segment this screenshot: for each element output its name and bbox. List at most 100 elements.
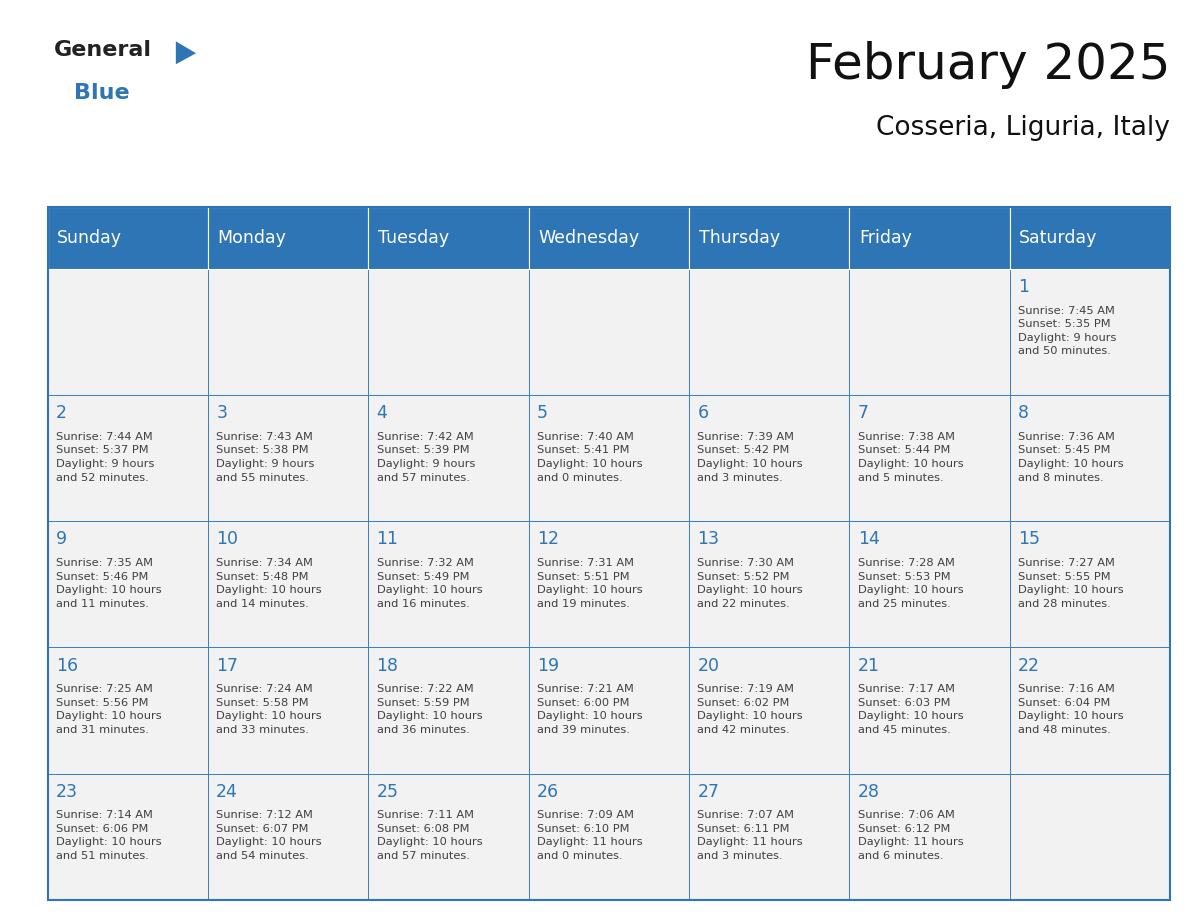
Text: 3: 3 [216,404,227,422]
Text: Sunrise: 7:39 AM
Sunset: 5:42 PM
Daylight: 10 hours
and 3 minutes.: Sunrise: 7:39 AM Sunset: 5:42 PM Dayligh… [697,431,803,483]
Text: 28: 28 [858,783,880,800]
Text: Sunrise: 7:34 AM
Sunset: 5:48 PM
Daylight: 10 hours
and 14 minutes.: Sunrise: 7:34 AM Sunset: 5:48 PM Dayligh… [216,558,322,609]
Text: Sunrise: 7:32 AM
Sunset: 5:49 PM
Daylight: 10 hours
and 16 minutes.: Sunrise: 7:32 AM Sunset: 5:49 PM Dayligh… [377,558,482,609]
Bar [849,774,1010,900]
Text: 17: 17 [216,656,239,675]
Text: 15: 15 [1018,531,1041,548]
Text: 26: 26 [537,783,560,800]
Bar [208,647,368,774]
Text: Sunrise: 7:45 AM
Sunset: 5:35 PM
Daylight: 9 hours
and 50 minutes.: Sunrise: 7:45 AM Sunset: 5:35 PM Dayligh… [1018,306,1117,356]
Bar [1010,207,1170,269]
Text: 7: 7 [858,404,868,422]
Text: Thursday: Thursday [699,229,779,247]
Text: 1: 1 [1018,278,1029,297]
Text: Sunrise: 7:31 AM
Sunset: 5:51 PM
Daylight: 10 hours
and 19 minutes.: Sunrise: 7:31 AM Sunset: 5:51 PM Dayligh… [537,558,643,609]
Text: 16: 16 [56,656,78,675]
Text: 24: 24 [216,783,238,800]
Text: Sunrise: 7:43 AM
Sunset: 5:38 PM
Daylight: 9 hours
and 55 minutes.: Sunrise: 7:43 AM Sunset: 5:38 PM Dayligh… [216,431,315,483]
Text: 8: 8 [1018,404,1029,422]
Bar [529,269,689,395]
Text: Sunrise: 7:30 AM
Sunset: 5:52 PM
Daylight: 10 hours
and 22 minutes.: Sunrise: 7:30 AM Sunset: 5:52 PM Dayligh… [697,558,803,609]
Text: 6: 6 [697,404,708,422]
Text: 22: 22 [1018,656,1041,675]
Text: 20: 20 [697,656,720,675]
Text: Cosseria, Liguria, Italy: Cosseria, Liguria, Italy [877,115,1170,140]
Text: Tuesday: Tuesday [378,229,449,247]
Text: Sunrise: 7:35 AM
Sunset: 5:46 PM
Daylight: 10 hours
and 11 minutes.: Sunrise: 7:35 AM Sunset: 5:46 PM Dayligh… [56,558,162,609]
Bar [529,521,689,647]
Text: 5: 5 [537,404,548,422]
Text: Saturday: Saturday [1019,229,1098,247]
Bar [529,647,689,774]
Text: 4: 4 [377,404,387,422]
Bar [48,647,208,774]
Text: Wednesday: Wednesday [538,229,639,247]
Bar [48,774,208,900]
Bar [689,395,849,521]
Text: 18: 18 [377,656,399,675]
Text: 13: 13 [697,531,720,548]
Bar [208,269,368,395]
Bar [849,647,1010,774]
Bar [849,207,1010,269]
Text: 2: 2 [56,404,67,422]
Bar [689,207,849,269]
Bar [689,521,849,647]
Text: Sunrise: 7:40 AM
Sunset: 5:41 PM
Daylight: 10 hours
and 0 minutes.: Sunrise: 7:40 AM Sunset: 5:41 PM Dayligh… [537,431,643,483]
Bar [368,207,529,269]
Text: Sunrise: 7:17 AM
Sunset: 6:03 PM
Daylight: 10 hours
and 45 minutes.: Sunrise: 7:17 AM Sunset: 6:03 PM Dayligh… [858,684,963,735]
Text: Blue: Blue [74,83,129,103]
Text: Sunrise: 7:12 AM
Sunset: 6:07 PM
Daylight: 10 hours
and 54 minutes.: Sunrise: 7:12 AM Sunset: 6:07 PM Dayligh… [216,811,322,861]
Text: Sunrise: 7:27 AM
Sunset: 5:55 PM
Daylight: 10 hours
and 28 minutes.: Sunrise: 7:27 AM Sunset: 5:55 PM Dayligh… [1018,558,1124,609]
Text: General: General [53,39,151,60]
Text: Sunrise: 7:14 AM
Sunset: 6:06 PM
Daylight: 10 hours
and 51 minutes.: Sunrise: 7:14 AM Sunset: 6:06 PM Dayligh… [56,811,162,861]
Text: Sunrise: 7:21 AM
Sunset: 6:00 PM
Daylight: 10 hours
and 39 minutes.: Sunrise: 7:21 AM Sunset: 6:00 PM Dayligh… [537,684,643,735]
Bar [689,774,849,900]
Bar [48,521,208,647]
Bar [1010,647,1170,774]
Bar [689,269,849,395]
Bar [368,395,529,521]
Bar [208,774,368,900]
Bar [208,207,368,269]
Bar [529,207,689,269]
Text: Friday: Friday [859,229,912,247]
Text: 10: 10 [216,531,239,548]
Text: Sunrise: 7:07 AM
Sunset: 6:11 PM
Daylight: 11 hours
and 3 minutes.: Sunrise: 7:07 AM Sunset: 6:11 PM Dayligh… [697,811,803,861]
Text: 9: 9 [56,531,67,548]
Bar [849,395,1010,521]
Text: Sunrise: 7:09 AM
Sunset: 6:10 PM
Daylight: 11 hours
and 0 minutes.: Sunrise: 7:09 AM Sunset: 6:10 PM Dayligh… [537,811,643,861]
Bar [368,647,529,774]
Text: Sunrise: 7:44 AM
Sunset: 5:37 PM
Daylight: 9 hours
and 52 minutes.: Sunrise: 7:44 AM Sunset: 5:37 PM Dayligh… [56,431,154,483]
Bar [529,774,689,900]
Text: 14: 14 [858,531,879,548]
Text: 12: 12 [537,531,560,548]
Bar [529,395,689,521]
Bar [1010,395,1170,521]
Bar [48,269,208,395]
Bar [368,774,529,900]
Text: Sunrise: 7:36 AM
Sunset: 5:45 PM
Daylight: 10 hours
and 8 minutes.: Sunrise: 7:36 AM Sunset: 5:45 PM Dayligh… [1018,431,1124,483]
Bar [849,269,1010,395]
Text: Sunrise: 7:24 AM
Sunset: 5:58 PM
Daylight: 10 hours
and 33 minutes.: Sunrise: 7:24 AM Sunset: 5:58 PM Dayligh… [216,684,322,735]
Bar [48,207,1170,900]
Bar [849,521,1010,647]
Bar [1010,521,1170,647]
Bar [208,521,368,647]
Text: Sunrise: 7:16 AM
Sunset: 6:04 PM
Daylight: 10 hours
and 48 minutes.: Sunrise: 7:16 AM Sunset: 6:04 PM Dayligh… [1018,684,1124,735]
Text: Sunrise: 7:19 AM
Sunset: 6:02 PM
Daylight: 10 hours
and 42 minutes.: Sunrise: 7:19 AM Sunset: 6:02 PM Dayligh… [697,684,803,735]
Bar [48,395,208,521]
Bar [1010,774,1170,900]
Text: Sunrise: 7:22 AM
Sunset: 5:59 PM
Daylight: 10 hours
and 36 minutes.: Sunrise: 7:22 AM Sunset: 5:59 PM Dayligh… [377,684,482,735]
Polygon shape [176,41,196,64]
Text: 19: 19 [537,656,560,675]
Text: Sunrise: 7:28 AM
Sunset: 5:53 PM
Daylight: 10 hours
and 25 minutes.: Sunrise: 7:28 AM Sunset: 5:53 PM Dayligh… [858,558,963,609]
Bar [368,521,529,647]
Text: Sunrise: 7:42 AM
Sunset: 5:39 PM
Daylight: 9 hours
and 57 minutes.: Sunrise: 7:42 AM Sunset: 5:39 PM Dayligh… [377,431,475,483]
Bar [48,207,208,269]
Bar [1010,269,1170,395]
Text: February 2025: February 2025 [805,41,1170,89]
Text: 23: 23 [56,783,78,800]
Text: 25: 25 [377,783,399,800]
Bar [208,395,368,521]
